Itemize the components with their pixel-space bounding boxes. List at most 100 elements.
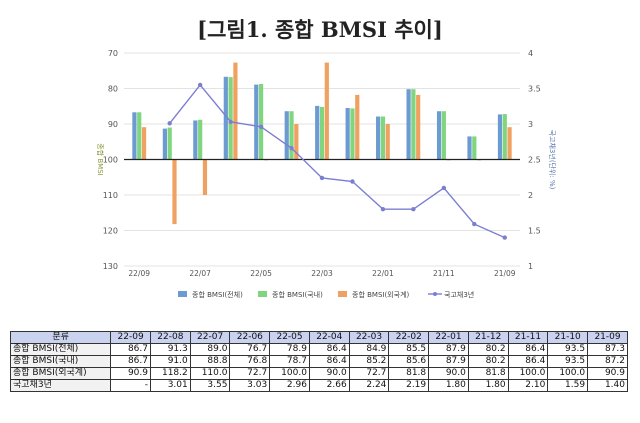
bar — [233, 62, 238, 160]
bar — [355, 94, 360, 160]
table-cell: 1.80 — [467, 379, 509, 392]
table-cell: 91.0 — [150, 355, 191, 368]
bond-yield-point — [472, 221, 477, 227]
y-tick-label: 130 — [103, 262, 118, 271]
table-row-label: 국고채3년 — [9, 379, 112, 392]
bar — [315, 105, 320, 160]
bar — [416, 94, 421, 160]
y-tick-label: 70 — [108, 49, 118, 58]
y-axis-label: 종합 BMSI — [96, 143, 105, 175]
bar — [284, 111, 289, 160]
bar — [350, 108, 355, 160]
y2-tick-label: 4 — [528, 49, 533, 58]
bar — [345, 108, 350, 160]
legend-swatch — [338, 291, 347, 297]
bond-yield-point — [502, 235, 507, 240]
legend-swatch — [433, 292, 437, 296]
table-cell: 89.0 — [189, 343, 231, 356]
bar — [436, 111, 442, 160]
table-cell: 100.0 — [507, 367, 549, 380]
table-cell: 81.8 — [467, 367, 509, 380]
table-row: 종합 BMSI(전체) 86.7 91.3 89.0 76.7 78.9 86.4 84.9 8… — [9, 343, 628, 356]
bar — [132, 112, 137, 160]
table-cell: 81.8 — [388, 367, 430, 380]
x-tick-label: 22/01 — [372, 269, 394, 278]
bar — [162, 128, 167, 160]
table-cell: 118.2 — [150, 367, 191, 380]
table-header-row: 분류 22-09 22-08 22-07 22-06 22-05 22-04 22-03 22… — [9, 331, 628, 344]
table-cell: 3.55 — [189, 379, 231, 392]
table-cell: 76.7 — [229, 343, 271, 356]
table-cell: 90.9 — [587, 367, 628, 380]
table-cell: 90.0 — [428, 367, 469, 380]
table-cell: 100.0 — [269, 367, 310, 380]
table-cell: 86.4 — [308, 343, 350, 356]
y-tick-label: 120 — [103, 227, 118, 236]
table-column-header: 22-03 — [348, 331, 390, 344]
bond-yield-point — [197, 82, 203, 88]
table-row-label: 종합 BMSI(국내) — [9, 355, 112, 368]
table-column-header: 22-02 — [388, 331, 430, 344]
bar — [167, 127, 172, 160]
y2-tick-label: 3 — [528, 120, 533, 129]
bond-yield-point — [228, 119, 233, 125]
table-cell: 78.9 — [269, 343, 310, 356]
table-row: 종합 BMSI(국내) 86.7 91.0 88.8 76.8 78.7 86.4 85.2 8… — [9, 355, 628, 368]
table-cell: 76.8 — [229, 355, 271, 368]
table-cell: 86.4 — [507, 343, 549, 356]
bar — [376, 116, 381, 160]
table-cell: 80.2 — [467, 343, 509, 356]
bond-yield-point — [167, 121, 172, 126]
legend-label: 종합 BMSI(국내) — [272, 290, 323, 299]
data-table: 분류 22-09 22-08 22-07 22-06 22-05 22-04 22-03 22… — [9, 331, 628, 392]
bond-yield-point — [258, 124, 264, 130]
bar — [502, 114, 507, 160]
bond-yield-point — [350, 179, 355, 184]
bond-yield-line — [169, 83, 506, 239]
y2-tick-label: 3.5 — [528, 85, 541, 94]
table-cell: 86.7 — [110, 343, 151, 356]
table-cell: 1.40 — [587, 379, 628, 392]
table-cell: 85.6 — [388, 355, 430, 368]
bond-yield-point — [411, 207, 416, 212]
table-column-header: 22-01 — [428, 331, 469, 344]
table-column-header: 21-09 — [587, 331, 628, 344]
bar — [324, 62, 329, 160]
bar — [289, 111, 294, 160]
bond-yield-point — [289, 145, 294, 151]
bar — [258, 83, 264, 160]
y2-tick-label: 2.5 — [528, 156, 541, 165]
table-cell: 86.7 — [110, 355, 151, 368]
table-cell: 100.0 — [547, 367, 589, 380]
table-column-header: 22-04 — [308, 331, 350, 344]
y2-axis-label: 국고채3년(단위: %) — [548, 130, 557, 190]
bar — [228, 77, 233, 160]
bar — [294, 124, 299, 160]
bar — [472, 136, 477, 160]
table-cell: 72.7 — [229, 367, 271, 380]
table-column-header: 22-08 — [150, 331, 191, 344]
table-cell: 2.66 — [308, 379, 350, 392]
table-column-header: 21-11 — [507, 331, 549, 344]
y-tick-label: 80 — [108, 85, 118, 94]
table-cell: 87.3 — [587, 343, 628, 356]
legend-label: 종합 BMSI(전체) — [192, 290, 243, 299]
table-column-header: 22-07 — [189, 331, 231, 344]
table-cell: 93.5 — [547, 355, 589, 368]
bar — [319, 106, 325, 160]
table-cell: 84.9 — [348, 343, 390, 356]
table-cell: 2.96 — [269, 379, 310, 392]
table-cell: 1.80 — [428, 379, 469, 392]
table-cell: 78.7 — [269, 355, 310, 368]
bar — [497, 114, 503, 160]
x-tick-label: 22/05 — [250, 269, 272, 278]
y-tick-label: 110 — [103, 191, 118, 200]
x-tick-label: 22/07 — [189, 269, 211, 278]
bmsi-chart: 70 80 90 100 110 120 130 1 1.5 2 2.5 3 3.5 4 종합 BMSI 국고… — [96, 49, 557, 299]
table-header-label: 분류 — [9, 331, 112, 344]
table-cell: 91.3 — [150, 343, 191, 356]
table-cell: 90.9 — [110, 367, 151, 380]
bar — [172, 159, 177, 225]
table-cell: 87.2 — [587, 355, 628, 368]
table-column-header: 21-10 — [547, 331, 589, 344]
